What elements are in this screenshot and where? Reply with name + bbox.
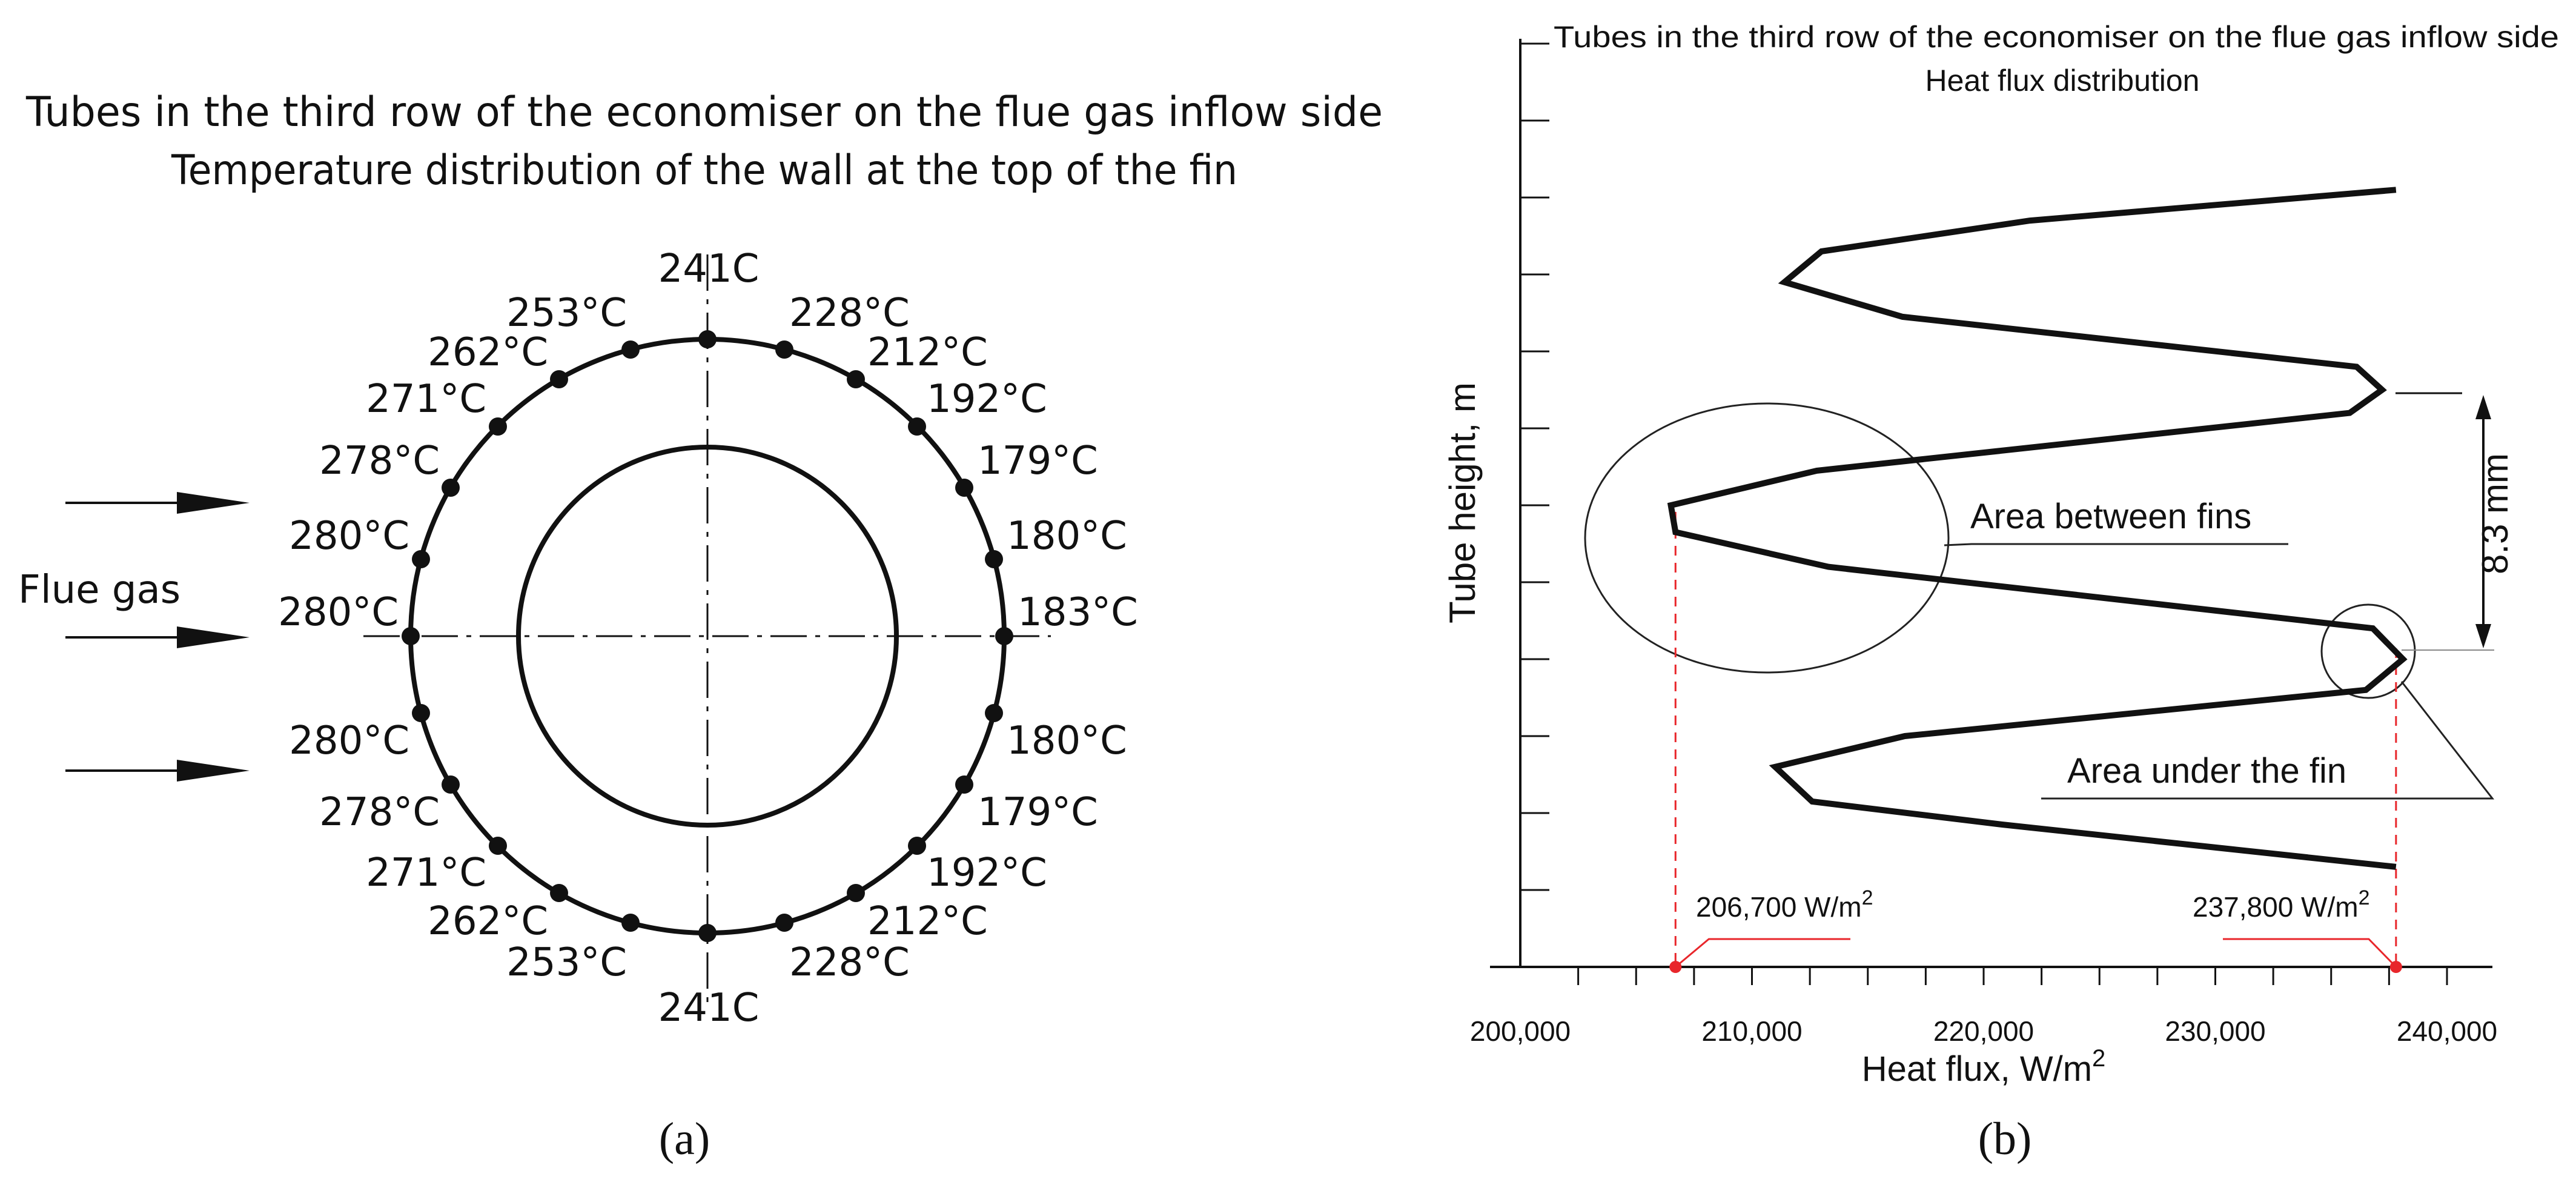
panel-a-temperature-diagram: Tubes in the third row of the economiser… — [18, 88, 1383, 1164]
x-axis-label: Heat flux, W/m2 — [1862, 1045, 2106, 1089]
temp-label: 262°C — [428, 899, 548, 944]
measurement-point — [847, 884, 865, 902]
area-between-fins-label: Area between fins — [1970, 497, 2251, 536]
area-between-fins-ellipse — [1584, 402, 1950, 674]
temp-label: 179°C — [978, 790, 1098, 835]
measurement-point — [489, 837, 507, 855]
temp-label: 228°C — [789, 940, 910, 985]
measurement-point — [698, 924, 717, 942]
flow-arrow-head — [177, 626, 250, 648]
measurement-point — [550, 884, 568, 902]
measurement-point — [621, 340, 640, 359]
measurement-point — [402, 627, 420, 645]
dimension-label: 8.3 mm — [2475, 453, 2515, 574]
temp-label: 280°C — [278, 590, 399, 635]
temp-label: 278°C — [319, 790, 440, 835]
flue-gas-arrows: Flue gas — [18, 492, 250, 782]
panel-b-title-line2: Heat flux distribution — [1925, 64, 2199, 98]
x-tick-label: 200,000 — [1470, 1015, 1571, 1047]
flow-arrow-head — [177, 760, 250, 782]
temp-label: 212°C — [867, 899, 988, 944]
panel-a-title-line1: Tubes in the third row of the economiser… — [25, 88, 1383, 136]
measurement-point — [442, 479, 460, 497]
temp-label: 212°C — [867, 330, 988, 375]
max-value-label: 237,800 W/m2 — [2193, 886, 2370, 923]
temp-label: 180°C — [1007, 514, 1127, 559]
measurement-point — [412, 704, 430, 722]
red-markers — [1669, 512, 2402, 973]
panel-b-heat-flux-chart: Tubes in the third row of the economiser… — [1442, 20, 2559, 1164]
measurement-point — [985, 550, 1003, 568]
between-fins-leader — [1944, 543, 2288, 546]
flow-arrow-head — [177, 492, 250, 514]
min-value-leader — [1675, 938, 1850, 968]
measurement-point — [775, 340, 793, 359]
dimension-arrow-bottom — [2475, 624, 2491, 648]
x-tick-label: 240,000 — [2397, 1015, 2497, 1047]
heat-flux-series-line — [1667, 187, 2408, 870]
temp-label: 278°C — [319, 439, 440, 483]
dimension-arrow-top — [2475, 395, 2491, 419]
temp-label: 183°C — [1018, 590, 1138, 635]
measurement-point — [550, 370, 568, 388]
temp-label: 262°C — [428, 330, 548, 375]
x-axis-ticks: 200,000 210,000 220,000 230,000 240,000 — [1470, 967, 2497, 1047]
max-value-leader — [2223, 938, 2397, 968]
measurement-point — [847, 370, 865, 388]
measurement-point — [955, 479, 973, 497]
temp-label-bottom: 241C — [658, 986, 760, 1031]
measurement-point — [489, 417, 507, 436]
temp-label-top: 241C — [658, 247, 760, 291]
temp-label: 280°C — [289, 719, 409, 763]
temp-label: 253°C — [506, 940, 627, 985]
temp-label: 280°C — [289, 514, 409, 559]
area-under-fin-circle — [2320, 603, 2416, 699]
measurement-point — [995, 627, 1013, 645]
temp-label: 228°C — [789, 291, 910, 336]
temp-label: 192°C — [927, 851, 1047, 895]
measurement-point — [908, 417, 926, 436]
under-fin-leader — [2041, 681, 2495, 800]
measurement-point — [955, 775, 973, 794]
temp-label: 253°C — [506, 291, 627, 336]
temp-label: 179°C — [978, 439, 1098, 483]
min-value-label: 206,700 W/m2 — [1696, 886, 1873, 923]
panel-b-caption: (b) — [1978, 1114, 2032, 1164]
measurement-point — [412, 550, 430, 568]
panel-a-caption: (a) — [659, 1114, 710, 1164]
temperature-labels: 241C 228°C 212°C 192°C 179°C 180°C 183°C… — [278, 247, 1138, 1031]
area-under-fin-label: Area under the fin — [2067, 751, 2346, 791]
dimension-indicator: 8.3 mm — [2396, 392, 2515, 651]
temp-label: 271°C — [366, 377, 486, 422]
x-tick-label: 230,000 — [2165, 1015, 2265, 1047]
temp-label: 192°C — [927, 377, 1047, 422]
panel-a-title-line2: Temperature distribution of the wall at … — [171, 147, 1237, 194]
x-tick-label: 220,000 — [1933, 1015, 2034, 1047]
measurement-points — [402, 330, 1013, 942]
measurement-point — [442, 775, 460, 794]
y-axis-label: Tube height, m — [1442, 382, 1483, 623]
temp-label: 180°C — [1007, 719, 1127, 763]
measurement-point — [698, 330, 717, 348]
measurement-point — [908, 837, 926, 855]
x-tick-label: 210,000 — [1701, 1015, 1802, 1047]
panel-b-title-line1: Tubes in the third row of the economiser… — [1554, 20, 2559, 54]
measurement-point — [985, 704, 1003, 722]
measurement-point — [621, 914, 640, 932]
measurement-point — [775, 914, 793, 932]
inner-tube-circle — [516, 445, 899, 828]
flue-gas-label: Flue gas — [18, 568, 180, 613]
temp-label: 271°C — [366, 851, 486, 895]
y-axis-ticks — [1520, 42, 1549, 891]
